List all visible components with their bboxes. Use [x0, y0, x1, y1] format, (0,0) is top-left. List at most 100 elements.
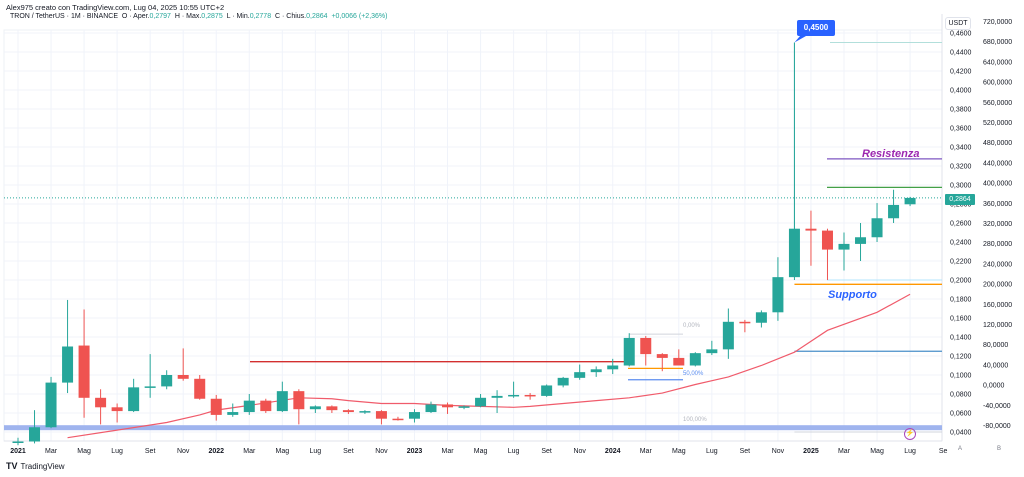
- time-tick-label: Nov: [772, 448, 785, 455]
- secondary-tick-label: 120,0000: [983, 322, 1012, 329]
- secondary-tick-label: -40,0000: [983, 403, 1011, 410]
- chart-credit: Alex975 creato con TradingView.com, Lug …: [6, 3, 225, 12]
- time-tick-label: Mar: [441, 448, 454, 455]
- time-tick-label: Mag: [870, 448, 884, 455]
- secondary-tick-label: 320,0000: [983, 221, 1012, 228]
- candle-body: [706, 349, 718, 354]
- brand-name: TradingView: [20, 461, 65, 471]
- moving-average-line: [67, 293, 911, 439]
- tradingview-logo[interactable]: TV TradingView: [6, 461, 65, 471]
- price-tick-label: 0,2200: [950, 259, 972, 266]
- candle-body: [656, 354, 668, 358]
- secondary-tick-label: 280,0000: [983, 241, 1012, 248]
- price-tick-label: 0,2800: [950, 202, 972, 209]
- secondary-tick-label: 640,0000: [983, 59, 1012, 66]
- candle-body: [524, 394, 536, 397]
- candle-body: [425, 404, 437, 413]
- symbol-legend: TRON / TetherUS · 1M · BINANCE O · Aper.…: [10, 13, 387, 20]
- candle-body: [821, 230, 833, 250]
- secondary-tick-label: 160,0000: [983, 302, 1012, 309]
- high-label: H · Max.: [174, 13, 202, 20]
- price-tick-label: 0,0400: [950, 430, 972, 437]
- price-tick-label: 0,1400: [950, 335, 972, 342]
- time-tick-label: Mag: [77, 448, 91, 455]
- secondary-tick-label: 0,0000: [983, 383, 1005, 390]
- price-tick-label: 0,2400: [950, 240, 972, 247]
- candle-body: [62, 346, 74, 383]
- symbol-name[interactable]: TRON / TetherUS · 1M · BINANCE: [10, 13, 119, 20]
- candle-body: [12, 441, 24, 443]
- time-tick-label: Mag: [276, 448, 290, 455]
- time-tick-label: Mag: [474, 448, 488, 455]
- open-label: O · Aper.: [121, 13, 150, 20]
- auto-scale-button[interactable]: A: [958, 446, 963, 452]
- open-value: 0,2797: [149, 13, 171, 20]
- time-tick-label: Nov: [375, 448, 388, 455]
- time-tick-label: Lug: [310, 448, 322, 455]
- candle-body: [111, 407, 123, 412]
- price-tick-label: 0,3400: [950, 145, 972, 152]
- candle-body: [722, 321, 734, 350]
- time-tick-label: Nov: [573, 448, 586, 455]
- lightning-icon[interactable]: ⚡: [904, 428, 916, 440]
- candle-body: [194, 378, 206, 399]
- candle-body: [342, 410, 354, 413]
- candle-body: [871, 218, 883, 238]
- low-value: 0,2778: [249, 13, 272, 20]
- price-tick-label: 0,1200: [950, 354, 972, 361]
- secondary-tick-label: 360,0000: [983, 201, 1012, 208]
- candle-body: [805, 228, 817, 231]
- candle-body: [128, 387, 140, 412]
- price-tick-label: 0,1600: [950, 316, 972, 323]
- candle-body: [375, 411, 387, 419]
- time-tick-label: 2024: [605, 448, 621, 455]
- time-tick-label: Mar: [640, 448, 653, 455]
- support-label: Supporto: [828, 289, 877, 301]
- time-tick-label: 2025: [803, 448, 819, 455]
- price-tick-label: 0,3200: [950, 164, 972, 171]
- time-tick-label: 2023: [407, 448, 423, 455]
- time-tick-label: Mar: [45, 448, 58, 455]
- candle-body: [623, 337, 635, 366]
- candle-body: [95, 397, 107, 408]
- candle-body: [755, 312, 767, 323]
- candle-body: [838, 243, 850, 250]
- secondary-tick-label: 240,0000: [983, 261, 1012, 268]
- time-tick-label: Lug: [508, 448, 520, 455]
- resistance-label: Resistenza: [862, 148, 920, 160]
- high-label-pointer: [794, 36, 806, 43]
- candle-body: [739, 321, 751, 324]
- candle-body: [210, 398, 222, 415]
- candle-body: [144, 386, 156, 388]
- candle-body: [640, 337, 652, 355]
- time-tick-label: Lug: [706, 448, 718, 455]
- candle-body: [574, 372, 586, 378]
- price-tick-label: 0,4200: [950, 69, 972, 76]
- candle-body: [309, 406, 321, 410]
- time-tick-label: Lug: [111, 448, 123, 455]
- candle-body: [689, 353, 701, 366]
- time-tick-label: Set: [740, 448, 751, 455]
- high-price-label: 0,4500: [797, 20, 835, 36]
- secondary-tick-label: 200,0000: [983, 282, 1012, 289]
- price-tick-label: 0,2600: [950, 221, 972, 228]
- candle-body: [888, 204, 900, 219]
- time-tick-label: Se: [939, 448, 948, 455]
- candle-body: [359, 411, 371, 413]
- close-value: 0,2864: [306, 13, 328, 20]
- price-tick-label: 0,0800: [950, 392, 972, 399]
- secondary-scale-button[interactable]: B: [997, 446, 1002, 452]
- candle-body: [243, 400, 255, 413]
- time-tick-label: Set: [343, 448, 354, 455]
- time-tick-label: 2022: [208, 448, 224, 455]
- candle-body: [475, 397, 487, 407]
- candle-body: [276, 391, 288, 412]
- currency-button[interactable]: USDT: [945, 17, 971, 30]
- time-tick-label: Mar: [243, 448, 256, 455]
- secondary-tick-label: 440,0000: [983, 160, 1012, 167]
- tv-logo-icon: TV: [6, 461, 18, 471]
- candle-body: [260, 400, 272, 412]
- secondary-tick-label: 560,0000: [983, 100, 1012, 107]
- candle-body: [904, 197, 916, 205]
